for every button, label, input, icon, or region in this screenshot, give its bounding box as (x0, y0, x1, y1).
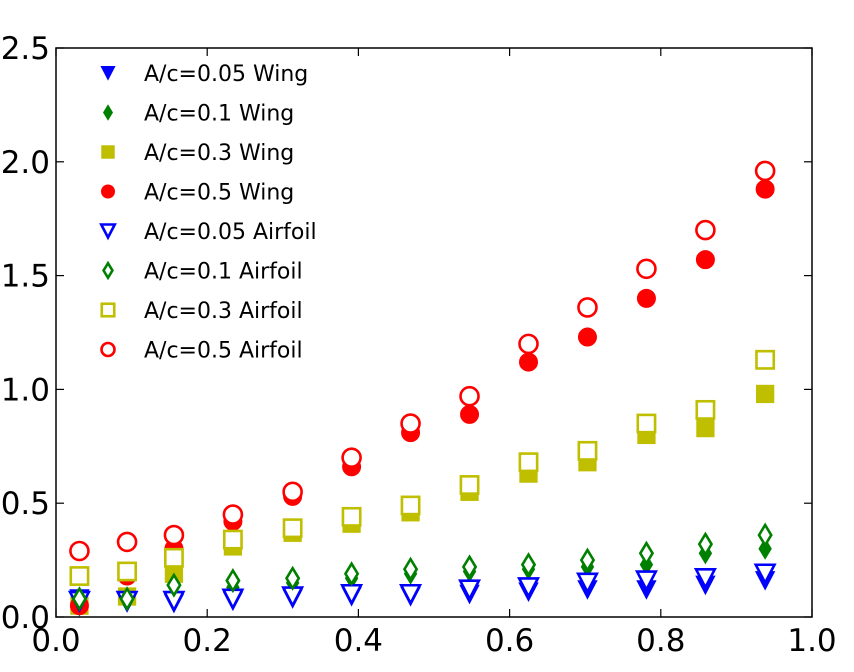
data-point (753, 563, 777, 586)
legend-marker (101, 145, 115, 159)
data-point (695, 219, 716, 241)
y-tick-label: 1.5 (1, 259, 50, 295)
data-point (516, 577, 541, 600)
data-point (116, 531, 138, 553)
data-point (696, 418, 715, 438)
data-point (461, 554, 478, 580)
data-point (755, 349, 776, 370)
data-point (163, 547, 184, 568)
y-tick-label: 2.5 (1, 31, 50, 67)
series-airfoil (69, 160, 776, 562)
legend-label: A/c=0.05 Wing (144, 62, 308, 87)
legend-label: A/c=0.5 Wing (144, 181, 294, 206)
legend-marker (102, 104, 114, 121)
legend-label: A/c=0.3 Airfoil (144, 299, 303, 324)
data-point (693, 568, 717, 591)
data-point (636, 258, 657, 280)
data-point (638, 540, 655, 566)
data-point (758, 537, 772, 560)
data-point (119, 586, 135, 612)
data-point (282, 481, 303, 503)
data-point (225, 567, 241, 594)
data-point (222, 529, 243, 550)
legend-marker (102, 260, 114, 281)
data-point (577, 327, 597, 347)
series-airfoil (71, 522, 773, 612)
data-point (519, 352, 538, 372)
data-point (459, 475, 480, 495)
y-tick-label: 1.0 (1, 372, 50, 408)
legend-marker (100, 341, 116, 358)
data-point (636, 288, 656, 308)
data-point (579, 547, 596, 573)
data-point (518, 333, 539, 355)
legend-label: A/c=0.5 Airfoil (144, 339, 303, 364)
x-tick-label: 0.0 (31, 623, 80, 659)
y-tick-label: 2.0 (1, 145, 50, 181)
data-point (695, 250, 715, 270)
data-point (69, 566, 90, 586)
data-point (400, 413, 421, 434)
data-point (757, 522, 773, 548)
series-airfoil (69, 349, 776, 586)
data-point (71, 586, 88, 612)
data-point (634, 570, 658, 593)
data-point (282, 518, 303, 539)
data-point (636, 413, 657, 434)
data-point (697, 531, 714, 557)
data-point (163, 524, 185, 546)
legend-marker (100, 302, 116, 318)
y-tick-label: 0.0 (1, 600, 50, 636)
data-point (575, 572, 599, 595)
data-point (520, 552, 537, 578)
axis-ticks: 0.0 0.2 0.4 0.6 0.8 1.0 0.0 0.5 1.0 1.5 2.0 2.5 (1, 31, 837, 659)
data-point (400, 495, 421, 516)
data-point (695, 399, 716, 420)
x-tick-label: 1.0 (787, 623, 836, 659)
y-tick-label: 0.5 (1, 486, 50, 522)
legend-label: A/c=0.05 Airfoil (144, 220, 317, 245)
legend-marker (100, 66, 116, 81)
legend-marker (99, 223, 117, 241)
data-point (458, 579, 482, 602)
data-point (166, 572, 182, 598)
plot-frame (55, 47, 813, 618)
data-point (755, 179, 775, 199)
legend-marker (101, 184, 115, 199)
data-point (341, 506, 362, 527)
legend: A/c=0.05 Wing A/c=0.1 Wing A/c=0.3 Wing A/c… (99, 62, 317, 364)
data-point (340, 583, 364, 607)
data-point (577, 440, 598, 461)
data-point (222, 504, 244, 525)
data-point (754, 160, 776, 182)
data-point (284, 565, 301, 591)
data-point (69, 540, 90, 562)
x-tick-label: 0.2 (183, 623, 232, 659)
data-point (755, 384, 775, 404)
data-point (117, 561, 138, 582)
legend-label: A/c=0.3 Wing (144, 141, 294, 166)
legend-label: A/c=0.1 Airfoil (144, 260, 303, 285)
data-marks (67, 160, 777, 617)
x-tick-label: 0.6 (485, 623, 534, 659)
data-point (518, 452, 539, 473)
x-tick-label: 0.8 (636, 623, 685, 659)
data-point (459, 385, 480, 407)
data-point (460, 404, 480, 424)
data-point (343, 561, 360, 587)
data-point (577, 297, 598, 318)
data-point (402, 556, 419, 582)
x-tick-label: 0.4 (334, 623, 383, 659)
data-point (341, 447, 362, 468)
data-point (399, 583, 423, 607)
legend-label: A/c=0.1 Wing (144, 102, 294, 127)
